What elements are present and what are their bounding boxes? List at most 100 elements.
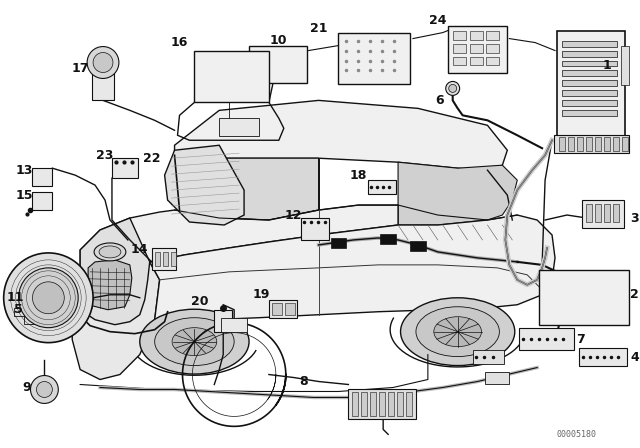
- Circle shape: [19, 268, 78, 327]
- Bar: [562, 51, 616, 56]
- Bar: [269, 300, 297, 318]
- Bar: [452, 43, 466, 52]
- Bar: [452, 56, 466, 65]
- Bar: [452, 30, 466, 39]
- Ellipse shape: [449, 84, 457, 92]
- Polygon shape: [150, 215, 555, 322]
- Text: 7: 7: [577, 333, 585, 346]
- Bar: [579, 348, 627, 366]
- Bar: [339, 33, 410, 84]
- Bar: [559, 137, 565, 151]
- Bar: [586, 137, 592, 151]
- Bar: [195, 51, 269, 103]
- Bar: [285, 303, 295, 314]
- Bar: [595, 204, 601, 222]
- Bar: [249, 46, 307, 83]
- Bar: [155, 252, 159, 266]
- Ellipse shape: [416, 307, 499, 357]
- Polygon shape: [398, 162, 517, 225]
- Bar: [388, 392, 394, 416]
- Bar: [562, 100, 616, 106]
- Bar: [301, 218, 328, 240]
- Bar: [112, 158, 138, 178]
- Bar: [470, 56, 483, 65]
- Text: 4: 4: [630, 351, 639, 364]
- Bar: [562, 110, 616, 116]
- Text: 10: 10: [269, 34, 287, 47]
- Bar: [562, 81, 616, 86]
- Bar: [554, 135, 628, 153]
- Polygon shape: [80, 218, 150, 325]
- Polygon shape: [72, 262, 159, 379]
- Ellipse shape: [99, 246, 121, 258]
- Bar: [604, 137, 610, 151]
- Bar: [272, 303, 282, 314]
- Polygon shape: [164, 145, 244, 225]
- Ellipse shape: [401, 298, 515, 366]
- Text: 20: 20: [191, 295, 208, 308]
- Text: 12: 12: [285, 208, 303, 221]
- Circle shape: [87, 47, 119, 78]
- Bar: [582, 200, 623, 228]
- Bar: [621, 137, 628, 151]
- Ellipse shape: [140, 309, 249, 374]
- Text: 13: 13: [16, 164, 33, 177]
- Bar: [220, 118, 259, 136]
- Polygon shape: [80, 205, 398, 270]
- Bar: [562, 41, 616, 47]
- Bar: [368, 180, 396, 194]
- Bar: [486, 56, 499, 65]
- Bar: [486, 371, 509, 383]
- Bar: [20, 300, 38, 308]
- Polygon shape: [175, 155, 319, 220]
- Bar: [171, 252, 175, 266]
- Text: 18: 18: [349, 168, 367, 181]
- Text: 2: 2: [630, 288, 639, 301]
- Bar: [557, 30, 625, 140]
- Bar: [612, 204, 619, 222]
- Ellipse shape: [94, 243, 126, 261]
- Bar: [410, 241, 426, 251]
- Text: 17: 17: [72, 62, 89, 75]
- Text: 8: 8: [300, 375, 308, 388]
- Text: 24: 24: [429, 14, 447, 27]
- Circle shape: [31, 375, 58, 404]
- Bar: [448, 26, 508, 73]
- Text: 14: 14: [131, 243, 148, 256]
- Bar: [330, 238, 346, 248]
- Bar: [33, 168, 52, 186]
- Circle shape: [33, 282, 64, 314]
- Bar: [472, 349, 504, 364]
- Text: 6: 6: [435, 94, 444, 107]
- Bar: [221, 318, 247, 332]
- Circle shape: [4, 253, 93, 343]
- Bar: [379, 392, 385, 416]
- Bar: [519, 327, 574, 349]
- Bar: [362, 392, 367, 416]
- Polygon shape: [175, 100, 508, 170]
- Circle shape: [93, 52, 113, 73]
- Bar: [214, 310, 232, 332]
- Bar: [33, 192, 52, 210]
- Text: 19: 19: [252, 288, 269, 301]
- Bar: [562, 70, 616, 77]
- Bar: [371, 392, 376, 416]
- Bar: [604, 204, 610, 222]
- Text: 23: 23: [96, 149, 114, 162]
- Text: 3: 3: [630, 211, 639, 224]
- Bar: [470, 43, 483, 52]
- Bar: [348, 389, 416, 419]
- Circle shape: [36, 382, 52, 397]
- Bar: [380, 234, 396, 244]
- Bar: [24, 316, 42, 324]
- Polygon shape: [88, 260, 132, 310]
- Bar: [397, 392, 403, 416]
- Text: 16: 16: [171, 36, 188, 49]
- Bar: [612, 137, 619, 151]
- Bar: [562, 90, 616, 96]
- Text: 9: 9: [22, 381, 31, 394]
- Text: 11: 11: [7, 291, 24, 304]
- Ellipse shape: [445, 82, 460, 95]
- Text: 21: 21: [310, 22, 327, 35]
- Text: 22: 22: [143, 152, 161, 165]
